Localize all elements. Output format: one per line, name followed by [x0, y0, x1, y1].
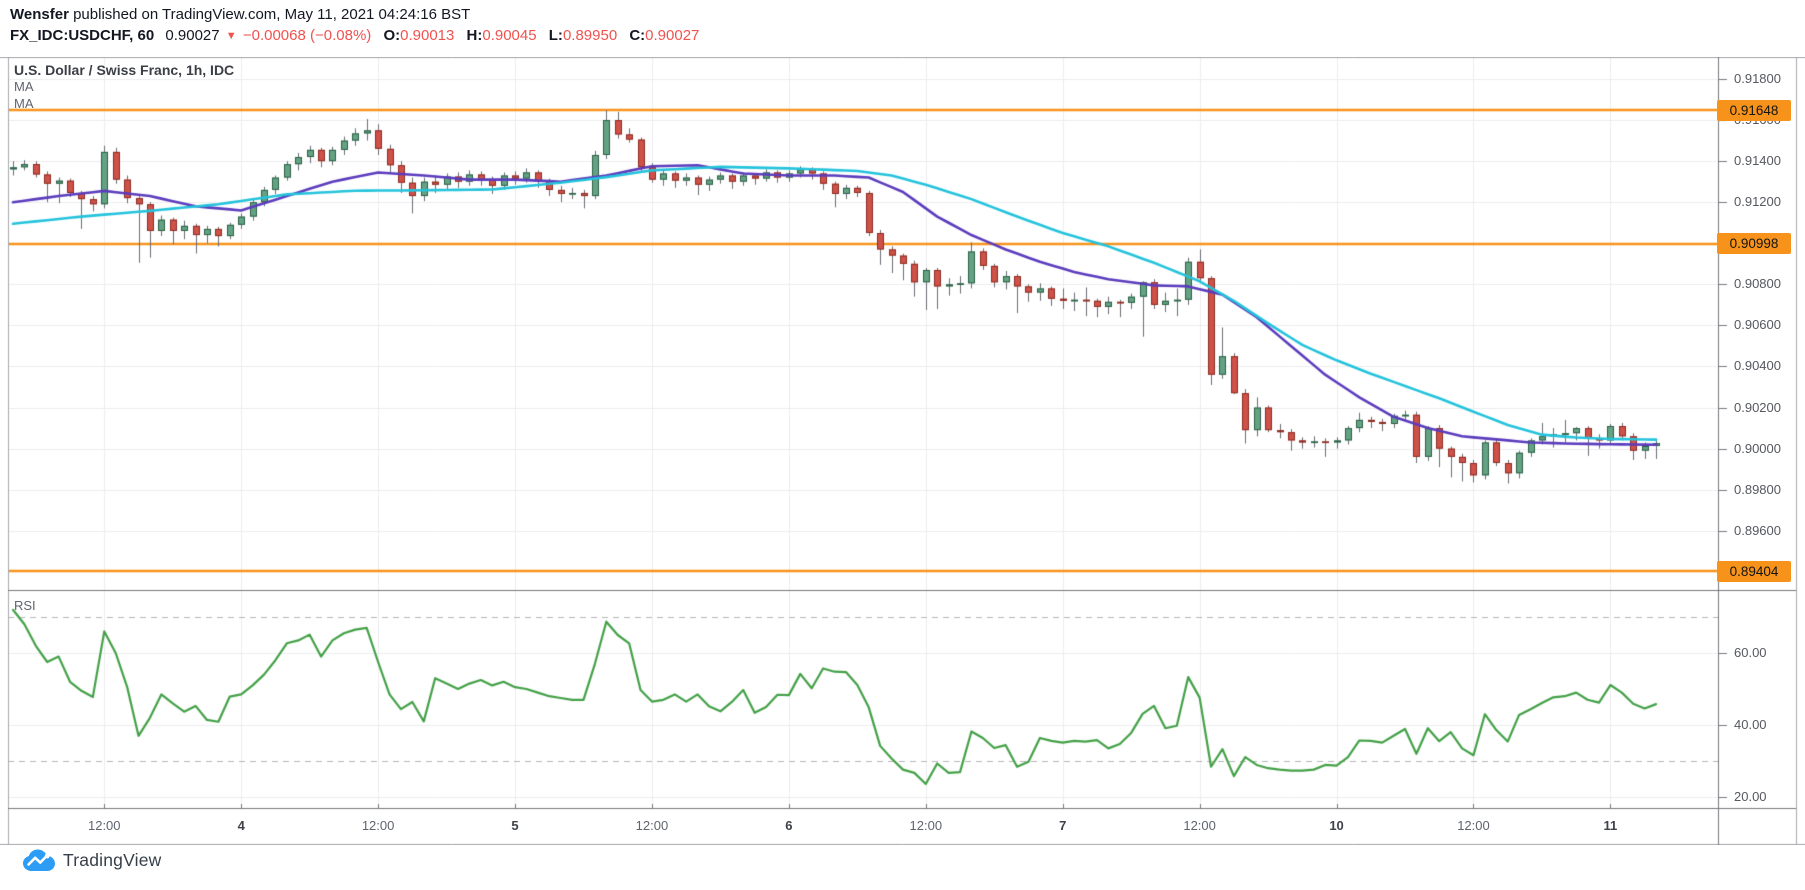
symbol-line: FX_IDC:USDCHF, 60 0.90027 ▼ −0.00068 (−0… — [10, 25, 699, 48]
tradingview-cloud-logo — [23, 849, 55, 871]
time-axis-label: 4 — [237, 818, 245, 833]
ma-legend-1[interactable]: MA — [14, 79, 34, 94]
ma-legend-2[interactable]: MA — [14, 96, 34, 111]
price-tick-label: 0.90600 — [1734, 317, 1781, 333]
brand-name: TradingView — [63, 850, 162, 870]
time-axis-label: 7 — [1059, 818, 1067, 833]
pane-title: U.S. Dollar / Swiss Franc, 1h, IDC — [14, 62, 235, 78]
time-axis-label: 10 — [1329, 818, 1344, 833]
price-tick-label: 0.89800 — [1734, 481, 1781, 497]
low-label: L: — [548, 27, 563, 44]
close-label: C: — [629, 27, 646, 44]
price-level-badge: 0.90998 — [1717, 233, 1791, 255]
low-value: 0.89950 — [562, 27, 618, 44]
time-axis-label: 5 — [511, 818, 519, 833]
open-label: O: — [383, 27, 401, 44]
price-rsi-chart-canvas[interactable] — [0, 57, 1805, 845]
price-tick-label: 0.91800 — [1734, 71, 1781, 86]
time-axis-label: 12:00 — [1457, 818, 1490, 833]
time-axis-label: 12:00 — [361, 818, 395, 833]
close-value: 0.90027 — [645, 27, 700, 44]
time-axis-label: 12:00 — [909, 818, 943, 833]
price-level-badge: 0.89404 — [1717, 560, 1791, 582]
time-axis-label: 11 — [1603, 818, 1618, 833]
price-change: −0.00068 (−0.08%) — [242, 27, 372, 44]
price-tick-label: 0.91400 — [1734, 153, 1781, 169]
open-value: 0.90013 — [400, 27, 455, 44]
price-tick-label: 0.90200 — [1734, 399, 1781, 415]
rsi-tick-label: 20.00 — [1734, 789, 1767, 804]
price-tick-label: 0.90800 — [1734, 276, 1781, 292]
rsi-tick-label: 60.00 — [1734, 645, 1767, 660]
publisher-name: Wensfer — [10, 6, 69, 23]
tradingview-branding[interactable]: TradingView — [22, 849, 162, 872]
price-tick-label: 0.90400 — [1734, 358, 1781, 374]
last-price: 0.90027 — [165, 27, 220, 44]
rsi-legend[interactable]: RSI — [14, 598, 36, 613]
time-axis-label: 12:00 — [87, 818, 121, 833]
time-axis-label: 12:00 — [635, 818, 669, 833]
price-tick-label: 0.91200 — [1734, 194, 1781, 210]
time-axis-label: 6 — [785, 818, 793, 833]
publish-line: Wensfer published on TradingView.com, Ma… — [10, 4, 699, 25]
publish-info: published on TradingView.com, May 11, 20… — [68, 6, 471, 23]
price-tick-label: 0.90000 — [1734, 440, 1781, 456]
time-axis-label: 12:00 — [1183, 818, 1216, 833]
price-tick-label: 0.89600 — [1734, 522, 1781, 538]
rsi-tick-label: 40.00 — [1734, 717, 1767, 732]
down-triangle-icon: ▼ — [225, 30, 237, 42]
high-value: 0.90045 — [482, 27, 537, 44]
symbol-name[interactable]: FX_IDC:USDCHF, 60 — [10, 27, 155, 44]
high-label: H: — [466, 27, 483, 44]
price-level-badge: 0.91648 — [1717, 99, 1791, 121]
chart-header: Wensfer published on TradingView.com, Ma… — [10, 4, 699, 48]
